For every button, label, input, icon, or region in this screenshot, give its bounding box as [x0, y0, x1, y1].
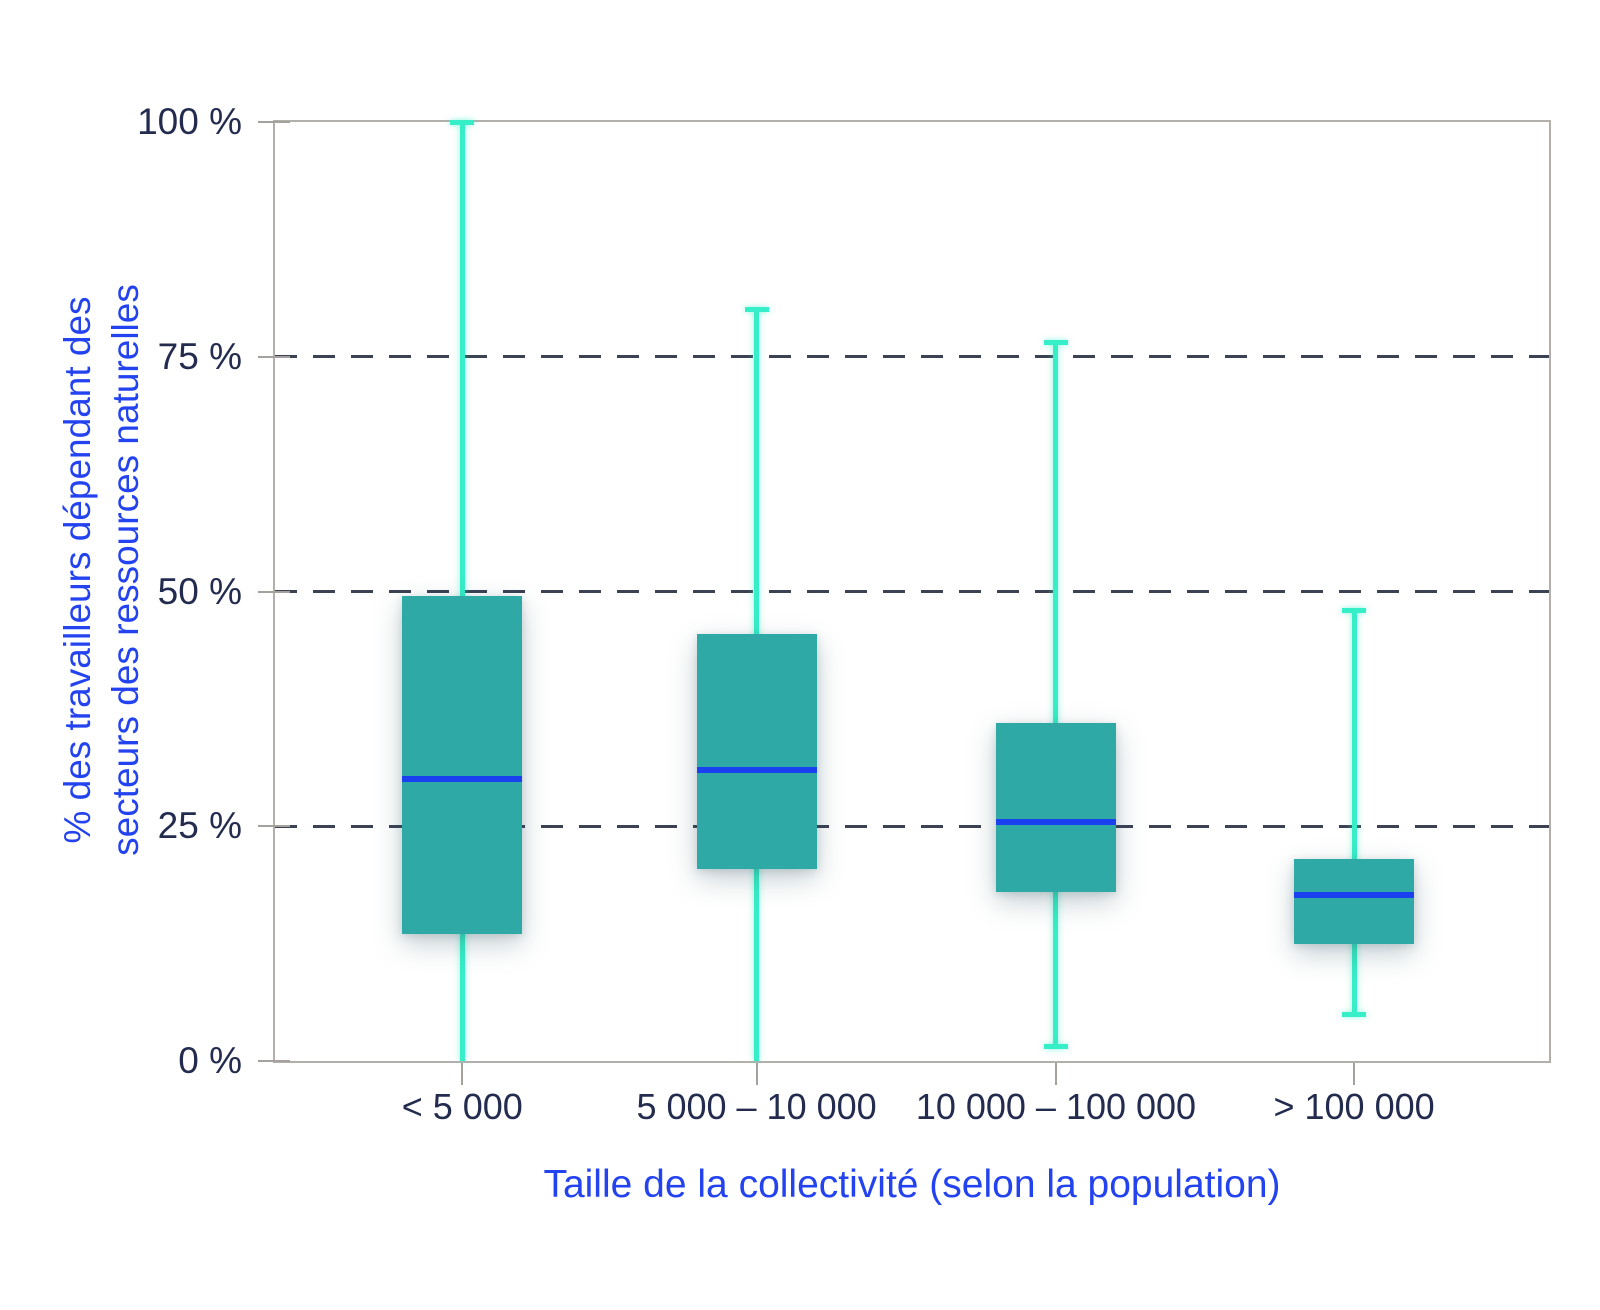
y-tick-label-100: 100 % [137, 101, 242, 142]
y-tick-label-75: 75 % [157, 335, 242, 377]
gridline-50pct [275, 590, 1549, 593]
whisker-line [459, 122, 465, 1061]
iqr-box [696, 633, 817, 869]
y-tick-100 [258, 121, 290, 123]
x-category-label-1: < 5 000 [401, 1086, 523, 1127]
x-category-label-3: 10 000 – 100 000 [915, 1086, 1197, 1127]
x-axis-title: Taille de la collectivité (selon la popu… [543, 1163, 1281, 1206]
y-axis-title-line-2: secteurs des ressources naturelles [105, 284, 146, 856]
whisker-cap-high [1342, 607, 1367, 613]
whisker-line [1053, 342, 1059, 1047]
x-category-label-2: 5 000 – 10 000 [636, 1086, 877, 1127]
whisker-cap-high [450, 119, 475, 125]
median-line [1294, 891, 1415, 898]
y-tick-75 [258, 355, 290, 358]
median-line [995, 818, 1116, 825]
whisker-cap-high [744, 307, 769, 313]
plot-area [273, 119, 1551, 1063]
y-axis-title-line-1: % des travailleurs dépendant des [57, 296, 98, 844]
y-tick-label-0: 0 % [178, 1040, 242, 1081]
x-tick-1 [461, 1063, 464, 1085]
iqr-box [1294, 859, 1415, 944]
x-category-label-4: > 100 000 [1273, 1086, 1435, 1127]
whisker-line [1351, 610, 1357, 1015]
x-tick-2 [755, 1063, 758, 1085]
y-tick-label-50: 50 % [157, 570, 242, 612]
whisker-cap-high [1043, 340, 1068, 346]
y-tick-25 [258, 825, 290, 828]
y-tick-label-25: 25 % [157, 805, 242, 847]
y-axis-title: % des travailleurs dépendant des secteur… [54, 284, 150, 856]
iqr-box [995, 722, 1116, 892]
x-tick-3 [1054, 1063, 1057, 1085]
gridline-75pct [275, 355, 1549, 359]
median-line [696, 766, 817, 773]
x-tick-4 [1353, 1063, 1356, 1085]
iqr-box [402, 596, 523, 935]
y-tick-50 [258, 590, 290, 593]
whisker-cap-low [1043, 1044, 1068, 1050]
y-tick-0 [258, 1060, 290, 1062]
whisker-cap-low [1342, 1011, 1367, 1017]
gridline-25pct [275, 824, 1549, 828]
median-line [402, 776, 523, 783]
